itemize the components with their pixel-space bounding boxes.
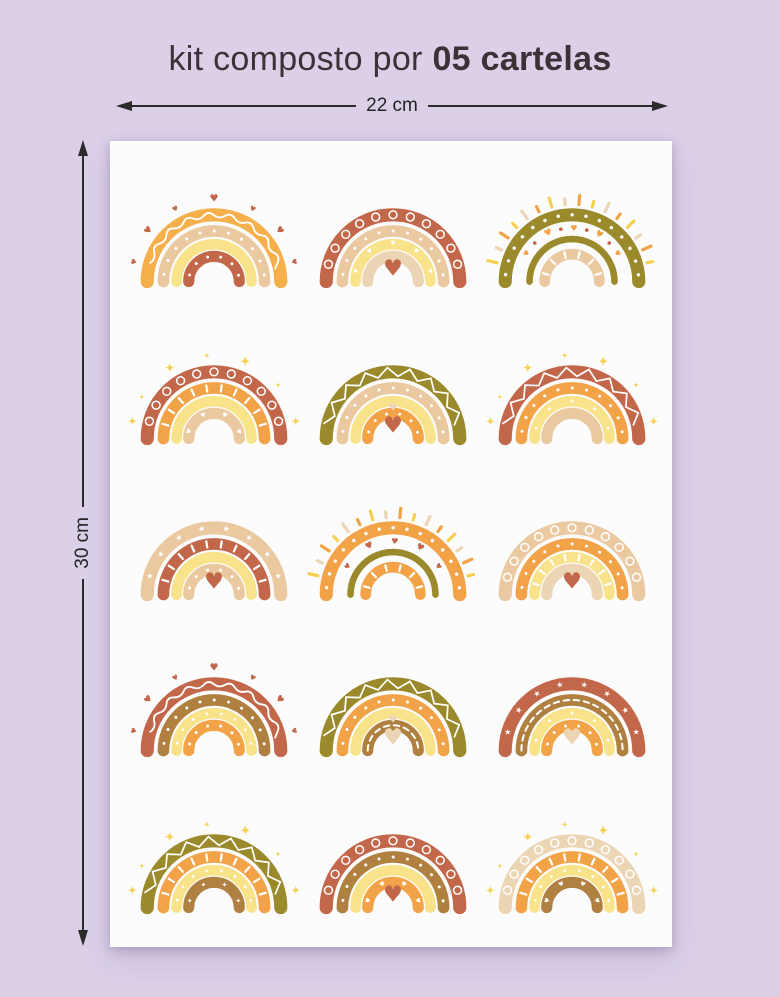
- svg-text:♥: ♥: [352, 268, 360, 275]
- svg-text:♥: ♥: [209, 194, 218, 205]
- svg-text:♥: ♥: [562, 725, 582, 751]
- svg-text:♥: ♥: [390, 240, 395, 247]
- svg-text:♥: ♥: [209, 663, 218, 674]
- rainbow-sticker: ♥♥: [319, 364, 467, 445]
- svg-text:★: ★: [503, 728, 514, 737]
- svg-text:♥: ♥: [413, 897, 421, 904]
- svg-text:★: ★: [222, 524, 231, 534]
- arrowhead-up-icon: [78, 140, 88, 156]
- rainbow-sticker: ♥ ♥ ♥ ♥: [126, 351, 301, 445]
- svg-text:♥: ♥: [400, 880, 408, 889]
- svg-text:♥: ♥: [383, 881, 403, 907]
- svg-text:★: ★: [261, 549, 272, 560]
- svg-text:♥: ♥: [414, 542, 426, 555]
- rainbow-sticker: ★ ★ ★ ★ ★ ★ ★ ★ ♥: [498, 677, 646, 758]
- svg-text:♥: ♥: [593, 229, 605, 242]
- svg-text:♥: ♥: [185, 428, 193, 435]
- rainbow-sticker: ♥ ♥ ♥ ♥ ♥ ♥: [319, 208, 467, 289]
- svg-text:♥: ♥: [128, 258, 138, 266]
- svg-text:♥: ♥: [412, 247, 420, 256]
- svg-text:★: ★: [556, 680, 565, 690]
- svg-text:♥: ♥: [383, 412, 403, 438]
- arrowhead-right-icon: [652, 101, 668, 111]
- rainbow-sticker: ★ ★ ★ ★ ★ ★ ★ ★ ♥: [140, 521, 288, 602]
- svg-text:♥: ♥: [128, 727, 138, 735]
- svg-text:♥: ♥: [388, 715, 397, 726]
- svg-text:★: ★: [631, 728, 642, 737]
- svg-text:♥: ♥: [170, 673, 180, 684]
- height-dimension: 30 cm: [72, 140, 94, 946]
- svg-text:♥: ♥: [365, 897, 373, 904]
- width-dimension-line: [427, 105, 652, 107]
- svg-text:♥: ♥: [220, 411, 228, 420]
- width-dimension: 22 cm: [116, 95, 668, 117]
- svg-text:♥: ♥: [342, 561, 353, 571]
- svg-text:♥: ♥: [425, 268, 433, 275]
- svg-text:♥: ♥: [592, 897, 600, 904]
- svg-text:♥: ♥: [391, 536, 399, 546]
- svg-text:★: ★: [155, 549, 166, 560]
- svg-text:♥: ♥: [204, 568, 224, 594]
- rainbow-sticker: ♥♥: [319, 677, 467, 758]
- svg-text:♥: ♥: [366, 247, 374, 256]
- rainbow-sticker: [485, 351, 660, 445]
- rainbow-sticker: ♥ ♥ ♥ ♥ ♥ ♥ ♥: [128, 663, 299, 758]
- svg-text:♥: ♥: [199, 411, 207, 420]
- height-dimension-line: [82, 578, 84, 930]
- svg-text:♥: ♥: [521, 248, 532, 258]
- svg-text:★: ★: [173, 532, 184, 543]
- svg-text:♥: ♥: [364, 540, 376, 553]
- svg-text:♥: ♥: [612, 248, 623, 258]
- svg-text:♥: ♥: [142, 225, 155, 238]
- svg-text:★: ★: [602, 689, 613, 700]
- height-dimension-line: [82, 156, 84, 508]
- height-dimension-label: 30 cm: [72, 517, 93, 569]
- svg-text:♥: ♥: [247, 673, 257, 684]
- svg-text:♥: ♥: [570, 223, 578, 233]
- svg-text:♥: ♥: [170, 203, 180, 214]
- rainbow-grid: ♥ ♥ ♥ ♥ ♥ ♥ ♥ ♥ ♥ ♥ ♥ ♥ ♥ ♥ ♥ ♥ ♥ ♥ ♥ ♥ ♥ ♥ ♥ ♥ ★ ★ ★ ★ ★ ★ ★ ★ ♥ ♥ ♥ ♥ ♥ ♥ ♥ ♥…: [110, 141, 672, 947]
- svg-text:♥: ♥: [383, 725, 403, 751]
- title-regular: kit composto por: [168, 40, 433, 78]
- rainbow-sticker: ♥ ♥ ♥ ♥ ♥ ♥ ♥: [128, 194, 299, 289]
- svg-text:♥: ♥: [558, 880, 566, 889]
- title-bold: 05 cartelas: [432, 40, 612, 78]
- svg-text:♥: ♥: [378, 880, 386, 889]
- svg-text:★: ★: [513, 705, 524, 716]
- rainbow-sticker: [126, 820, 301, 914]
- svg-text:♥: ♥: [272, 225, 285, 238]
- rainbow-sticker: ♥ ♥ ♥ ♥: [485, 820, 660, 914]
- svg-text:♥: ♥: [579, 880, 587, 889]
- rainbow-sticker: ♥: [498, 521, 646, 602]
- arrowhead-down-icon: [78, 930, 88, 946]
- rainbow-sticker: ♥♥♥♥♥: [319, 834, 467, 914]
- width-dimension-line: [132, 105, 357, 107]
- svg-text:♥: ♥: [433, 561, 444, 571]
- svg-text:♥: ♥: [234, 428, 242, 435]
- svg-text:★: ★: [620, 705, 631, 716]
- svg-text:★: ★: [580, 680, 589, 690]
- rainbow-sticker: ♥ ♥ ♥ ♥ ♥: [307, 506, 476, 602]
- arrowhead-left-icon: [116, 101, 132, 111]
- svg-text:♥: ♥: [383, 256, 403, 282]
- svg-text:♥: ♥: [543, 227, 555, 240]
- width-dimension-label: 22 cm: [366, 95, 418, 116]
- svg-text:★: ★: [243, 532, 254, 543]
- svg-text:♥: ♥: [247, 203, 257, 214]
- svg-text:♥: ♥: [544, 897, 552, 904]
- svg-text:♥: ♥: [289, 258, 299, 266]
- svg-text:★: ★: [197, 524, 206, 534]
- svg-text:★: ★: [532, 689, 543, 700]
- svg-text:♥: ♥: [388, 402, 397, 413]
- sticker-sheet: ♥ ♥ ♥ ♥ ♥ ♥ ♥ ♥ ♥ ♥ ♥ ♥ ♥ ♥ ♥ ♥ ♥ ♥ ♥ ♥ ♥ ♥ ♥ ♥ ★ ★ ★ ★ ★ ★ ★ ★ ♥ ♥ ♥ ♥ ♥ ♥ ♥ ♥…: [110, 141, 672, 947]
- rainbow-sticker: ♥ ♥ ♥ ♥ ♥: [486, 193, 655, 289]
- svg-text:♥: ♥: [562, 568, 582, 594]
- svg-text:★: ★: [144, 572, 155, 581]
- svg-text:♥: ♥: [142, 694, 155, 707]
- svg-text:★: ★: [273, 572, 284, 581]
- svg-text:♥: ♥: [289, 727, 299, 735]
- page-title: kit composto por 05 cartelas: [0, 40, 780, 79]
- svg-text:♥: ♥: [272, 694, 285, 707]
